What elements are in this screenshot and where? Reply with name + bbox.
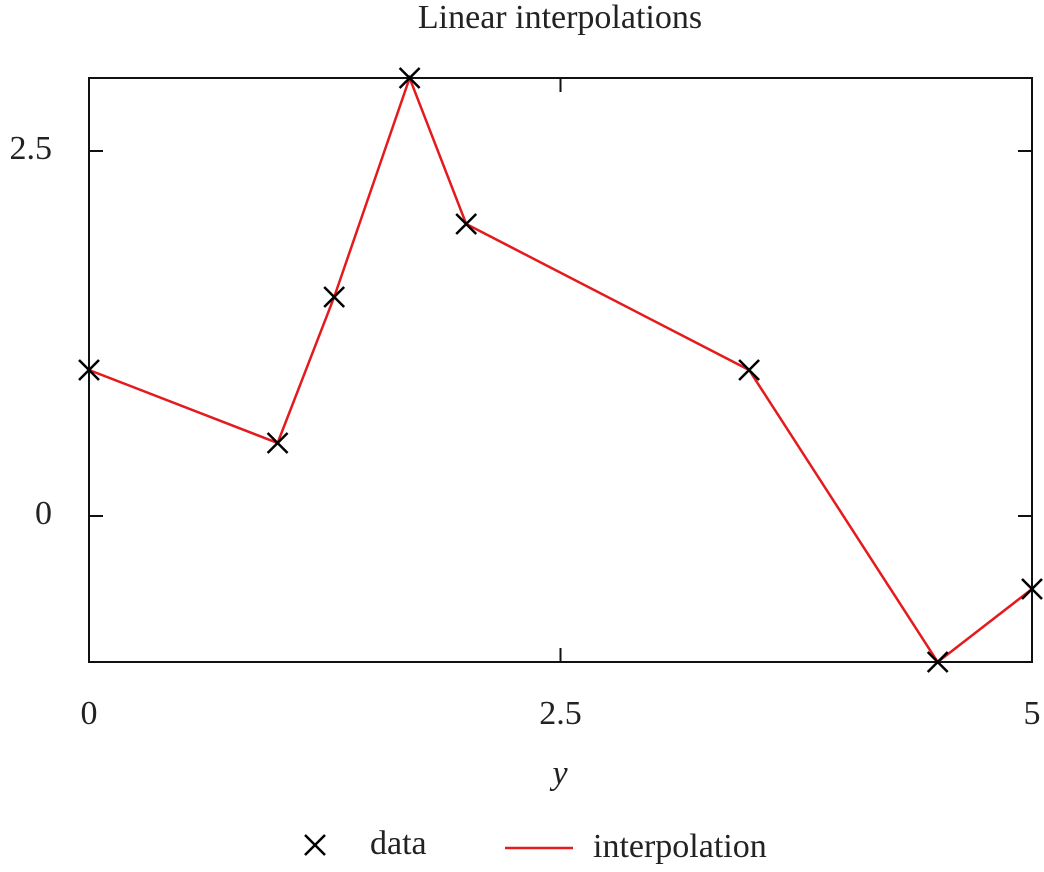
x-axis-label: y [549,755,568,792]
chart-title: Linear interpolations [418,0,702,36]
data-point [455,213,478,235]
x-tick-label: 2.5 [539,695,582,732]
data-point [738,359,760,381]
x-tick-label: 0 [81,695,98,732]
data-point [926,651,949,673]
data-point [78,359,100,381]
plot-frame [88,77,1033,663]
y-tick-label: 0 [35,495,52,532]
x-tick-label: 5 [1024,695,1041,732]
y-tick-label: 2.5 [10,130,53,167]
legend-label: interpolation [593,828,767,865]
legend-marker [304,834,326,856]
data-point [398,67,421,89]
data-point [323,286,346,308]
data-point [266,432,289,454]
data-point [1021,578,1043,600]
series-line [88,74,1033,664]
legend-label: data [370,825,427,862]
